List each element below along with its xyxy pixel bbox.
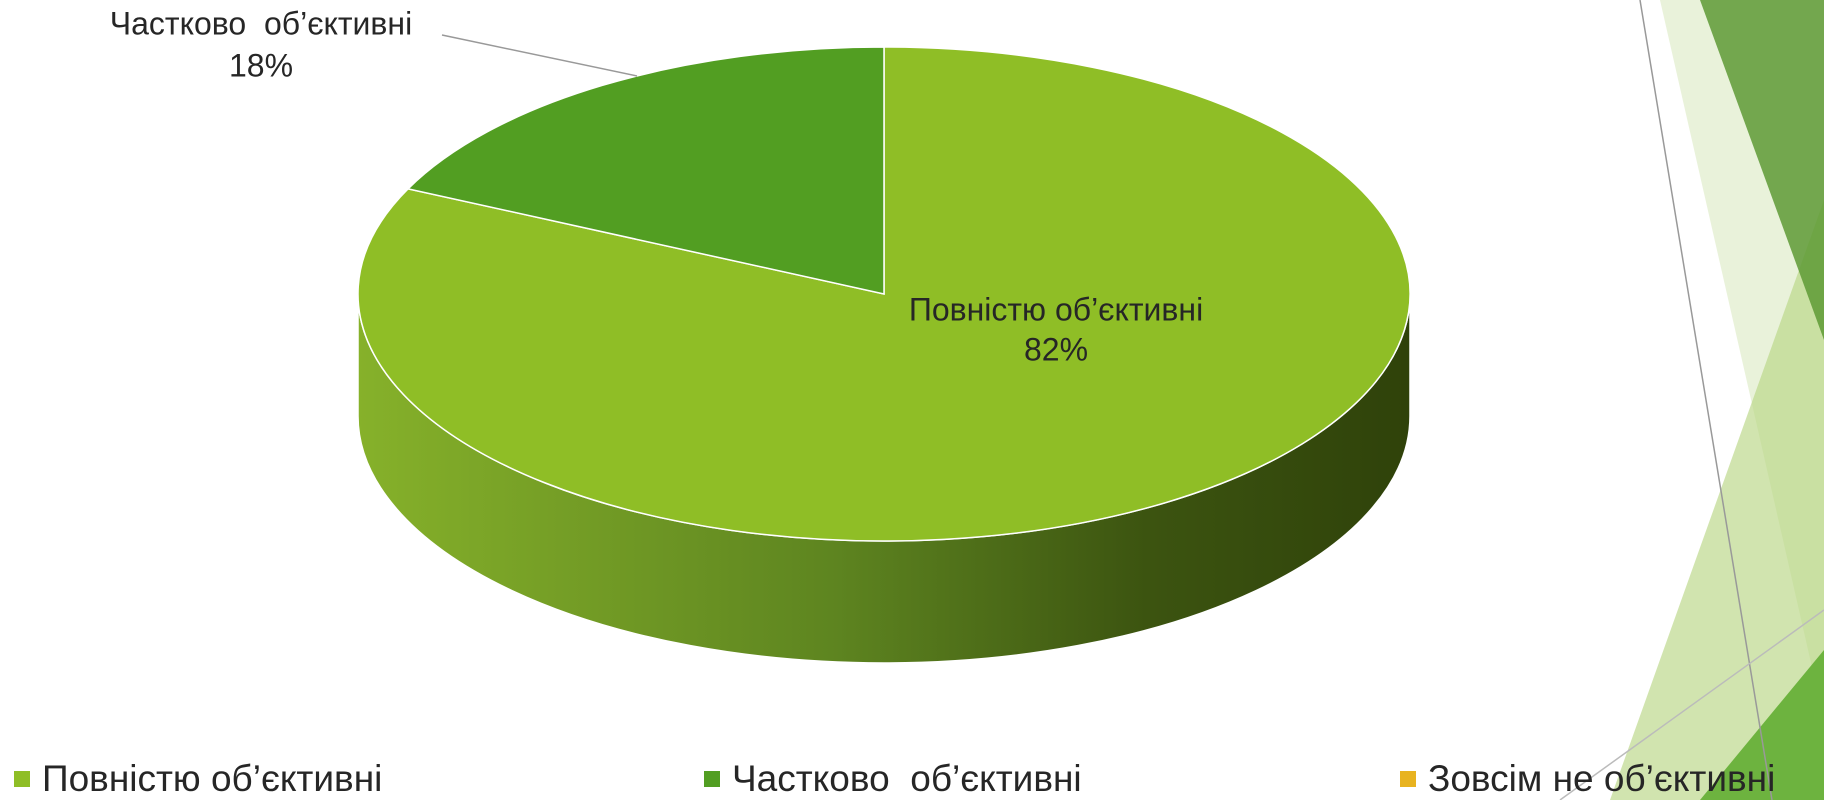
pie-slice bbox=[357, 46, 1411, 542]
data-label-category: Повністю об’єктивні bbox=[909, 291, 1203, 327]
data-label-value: 82% bbox=[1024, 331, 1088, 367]
legend-swatch bbox=[14, 771, 30, 787]
pie-slice bbox=[406, 46, 885, 295]
legend-swatch bbox=[1400, 771, 1416, 787]
data-label-category: Частково об’єктивні bbox=[110, 5, 412, 41]
legend-label: Повністю об’єктивні bbox=[42, 758, 382, 799]
data-labels: Повністю об’єктивні 82% Частково об’єктивн… bbox=[110, 5, 1203, 367]
legend-label: Частково об’єктивні bbox=[732, 758, 1082, 799]
data-label-value: 18% bbox=[229, 47, 293, 83]
leader-line bbox=[441, 34, 638, 77]
legend: Повністю об’єктивні Частково об’єктивні Зо… bbox=[14, 758, 1775, 799]
legend-swatch bbox=[704, 771, 720, 787]
pie bbox=[357, 46, 1411, 664]
decoration bbox=[1559, 0, 1824, 800]
legend-label: Зовсім не об’єктивні bbox=[1428, 758, 1775, 799]
